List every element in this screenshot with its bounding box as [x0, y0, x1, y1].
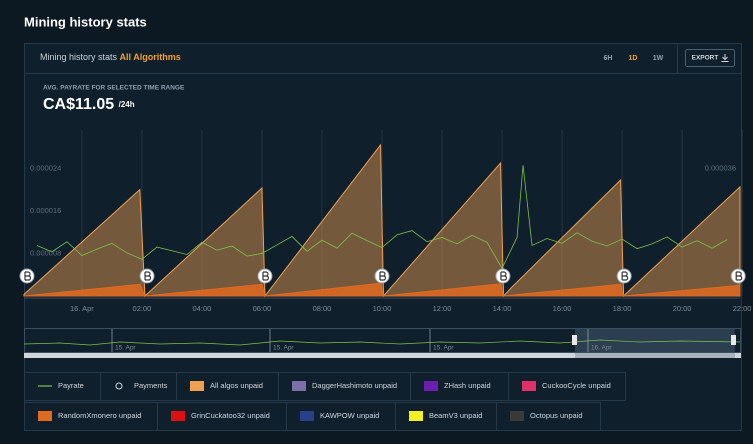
page-title: Mining history stats [24, 14, 147, 29]
legend-label[interactable]: GrinCuckatoo32 unpaid [191, 411, 270, 420]
x-tick-label: 12:00 [433, 304, 452, 313]
plot: 16. Apr 02:00 04:00 06:00 08:00 10:00 12:00 14:… [19, 130, 752, 313]
range-button[interactable]: 6H [604, 55, 613, 62]
navigator: 15. Apr 15. Apr 15. Apr 16. Apr [23, 328, 741, 358]
export-label[interactable]: EXPORT [692, 55, 719, 62]
x-tick-label: 10:00 [373, 304, 392, 313]
navigator-handle[interactable] [572, 335, 577, 345]
legend-swatch [190, 381, 204, 391]
avg-value: CA$11.05 /24h [43, 96, 135, 113]
payment-icon [735, 271, 743, 281]
legend-cell[interactable] [508, 372, 626, 401]
legend-label[interactable]: ZHash unpaid [444, 381, 491, 390]
navigator-line [23, 339, 741, 346]
legend-swatch [300, 411, 314, 421]
avg-unit: /24h [119, 100, 135, 109]
avg-label: AVG. PAYRATE FOR SELECTED TIME RANGE [43, 85, 185, 92]
legend-label[interactable]: DaggerHashimoto unpaid [312, 381, 397, 390]
legend-label[interactable]: Payrate [58, 381, 84, 390]
legend-label[interactable]: CuckooCycle unpaid [542, 381, 611, 390]
navigator-selection[interactable] [575, 329, 735, 352]
payment-icon [262, 271, 270, 281]
range-button[interactable]: 1W [653, 55, 664, 62]
x-tick-label: 02:00 [133, 304, 152, 313]
x-tick-label: 16:00 [553, 304, 572, 313]
area [23, 143, 741, 298]
legend-swatch [171, 411, 185, 421]
x-tick-label: 16. Apr [70, 304, 94, 313]
algorithm[interactable]: All Algorithms [120, 52, 181, 62]
y-tick-label: 0.000024 [30, 163, 61, 172]
legend-label[interactable]: All algos unpaid [210, 381, 263, 390]
y2-tick-label: 0.000036 [705, 163, 736, 172]
x-tick-label: 08:00 [313, 304, 332, 313]
x-tick-label: 14:00 [493, 304, 512, 313]
payrate-line [36, 165, 728, 270]
panel-title-text: Mining history stats [40, 52, 118, 62]
legend-label[interactable]: KAWPOW unpaid [320, 411, 379, 420]
x-tick-label: 18:00 [613, 304, 632, 313]
legend-swatch [522, 381, 536, 391]
scrollbar[interactable] [24, 353, 741, 358]
x-tick-label: 06:00 [253, 304, 272, 313]
navigator-label: 15. Apr [115, 345, 136, 352]
legend: Payrate Payments All algos unpaid DaggerHas… [24, 372, 626, 431]
legend-swatch [510, 411, 524, 421]
legend-swatch [38, 411, 52, 421]
legend-label[interactable]: BeamV3 unpaid [429, 411, 482, 420]
payment-icon [621, 271, 629, 281]
y-tick-label: 0.000016 [30, 206, 61, 215]
legend-swatch [115, 382, 123, 390]
area [23, 282, 741, 297]
legend-label[interactable]: Payments [134, 381, 168, 390]
avg-amount: CA$11.05 [43, 96, 114, 113]
legend-swatch [292, 381, 306, 391]
payment-icon [144, 271, 152, 281]
x-tick-label: 20:00 [673, 304, 692, 313]
panel-title: Mining history stats All Algorithms [40, 52, 181, 62]
legend-cell[interactable] [496, 402, 601, 431]
navigator-label: 15. Apr [433, 345, 454, 352]
legend-label[interactable]: RandomXmonero unpaid [58, 411, 141, 420]
x-tick-label: 22:00 [733, 304, 752, 313]
navigator-handle[interactable] [731, 335, 736, 345]
payment-icon [24, 271, 32, 281]
scrollbar-thumb[interactable] [575, 353, 735, 358]
legend-label[interactable]: Octopus unpaid [530, 411, 583, 420]
navigator-frame [24, 328, 741, 353]
navigator-label: 16. Apr [591, 345, 612, 352]
y-tick-label: 0.000008 [30, 248, 61, 257]
x-tick-label: 04:00 [193, 304, 212, 313]
payment-icon [379, 271, 387, 281]
legend-swatch [424, 381, 438, 391]
navigator-label: 15. Apr [273, 345, 294, 352]
range-button[interactable]: 1D [629, 55, 638, 62]
legend-swatch [409, 411, 423, 421]
export-button[interactable] [685, 49, 735, 67]
payment-icon [500, 271, 508, 281]
export-icon [721, 54, 729, 62]
